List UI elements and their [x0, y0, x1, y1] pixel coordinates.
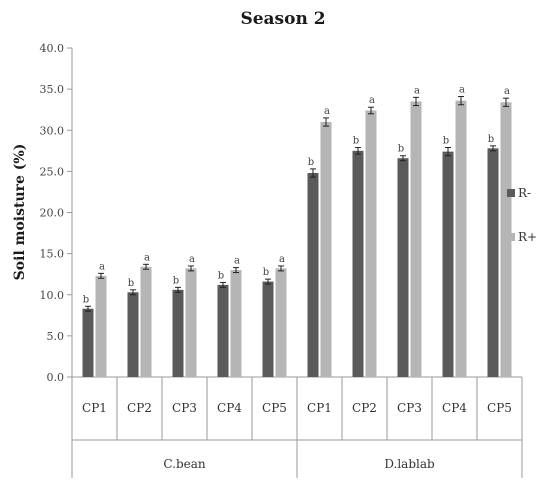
y-tick-label: 0.0: [47, 371, 65, 384]
bar-R--9: [442, 151, 454, 377]
legend-swatch: [507, 189, 515, 197]
bar-R--4: [217, 284, 229, 377]
x-tick-label: CP4: [217, 401, 242, 415]
bar-R--8: [397, 158, 409, 377]
bar-R+-6: [320, 122, 332, 378]
bar-R--5: [262, 281, 274, 377]
bar-R--7: [352, 150, 364, 377]
significance-label: a: [459, 85, 465, 96]
x-tick-label: CP3: [397, 401, 422, 415]
bar-R+-2: [140, 266, 152, 377]
significance-label: a: [234, 256, 240, 267]
y-tick-label: 20.0: [40, 207, 65, 220]
significance-label: b: [218, 270, 224, 281]
significance-label: b: [83, 294, 89, 305]
legend-label: R+: [518, 230, 537, 244]
x-tick-label: CP5: [262, 401, 287, 415]
bar-R+-5: [275, 268, 287, 377]
bar-R--1: [82, 308, 94, 377]
bar-R--2: [127, 292, 139, 377]
x-tick-label: CP1: [307, 401, 332, 415]
y-tick-label: 25.0: [40, 165, 65, 178]
x-tick-label: CP5: [487, 401, 512, 415]
bar-R+-10: [500, 102, 512, 377]
bar-R+-9: [455, 100, 467, 377]
legend-swatch: [507, 233, 515, 241]
significance-label: b: [173, 275, 179, 286]
significance-label: a: [414, 85, 420, 96]
significance-label: a: [279, 254, 285, 265]
y-tick-label: 15.0: [40, 248, 65, 261]
legend: R- R+: [507, 186, 537, 244]
bar-R--6: [307, 173, 319, 377]
y-tick-label: 5.0: [47, 330, 65, 343]
significance-label: b: [443, 136, 449, 147]
x-tick-label: CP4: [442, 401, 467, 415]
significance-label: a: [504, 86, 510, 97]
significance-label: b: [263, 267, 269, 278]
chart-title: Season 2: [240, 9, 325, 29]
significance-label: b: [128, 278, 134, 289]
bar-R+-1: [95, 275, 107, 377]
bar-R--10: [487, 148, 499, 377]
significance-label: b: [398, 144, 404, 155]
y-tick-label: 30.0: [40, 124, 65, 137]
y-tick-label: 35.0: [40, 83, 65, 96]
y-tick-label: 40.0: [40, 42, 65, 55]
bar-R--3: [172, 289, 184, 377]
bar-R+-4: [230, 270, 242, 377]
axes: 0.0 5.0 10.0 15.0 20.0 25.0 30.0 35.0 40.0 CP1 CP2…: [40, 42, 523, 478]
bar-R+-7: [365, 110, 377, 377]
significance-label: a: [369, 95, 375, 106]
significance-label: a: [144, 252, 150, 263]
y-tick-label: 10.0: [40, 289, 65, 302]
significance-label: b: [308, 157, 314, 168]
significance-label: b: [488, 134, 494, 145]
x-tick-label: CP2: [127, 401, 152, 415]
significance-label: a: [99, 261, 105, 272]
group-label: D.lablab: [384, 457, 435, 471]
x-tick-label: CP2: [352, 401, 377, 415]
group-label: C.bean: [163, 457, 206, 471]
significance-label: a: [189, 254, 195, 265]
significance-label: a: [324, 106, 330, 117]
bar-R+-8: [410, 101, 422, 378]
significance-label: b: [353, 136, 359, 147]
y-axis-label: Soil moisture (%): [12, 144, 28, 281]
bar-R+-3: [185, 268, 197, 377]
x-tick-label: CP3: [172, 401, 197, 415]
legend-label: R-: [518, 186, 531, 200]
x-tick-label: CP1: [82, 401, 107, 415]
